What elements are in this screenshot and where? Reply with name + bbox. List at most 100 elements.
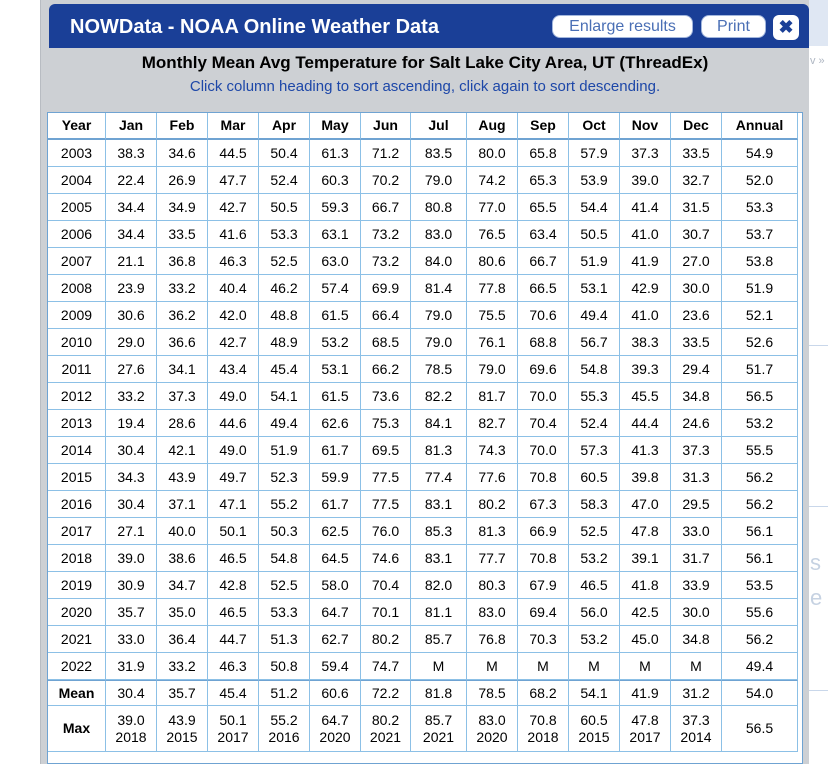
table-cell: 81.1 (411, 599, 467, 626)
table-cell: 76.5 (467, 221, 518, 248)
table-cell: 50.5 (259, 194, 310, 221)
max-cell: 64.7 2020 (310, 706, 361, 752)
table-cell: 33.5 (671, 140, 722, 167)
background-letter: s (810, 550, 821, 575)
table-cell: 34.3 (106, 464, 157, 491)
table-cell: 73.2 (361, 248, 411, 275)
sort-instructions: Click column heading to sort ascending, … (189, 78, 661, 95)
column-header-aug[interactable]: Aug (467, 113, 518, 140)
table-cell: 76.1 (467, 329, 518, 356)
max-value: 43.9 (168, 711, 196, 728)
table-cell: 74.3 (467, 437, 518, 464)
table-cell: 42.7 (208, 194, 259, 221)
print-button[interactable]: Print (701, 15, 766, 38)
table-cell: 43.9 (157, 464, 208, 491)
max-cell: 80.2 2021 (361, 706, 411, 752)
max-label: Max (48, 706, 106, 752)
table-cell: M (569, 653, 620, 680)
table-cell: 70.4 (518, 410, 569, 437)
table-cell: 40.4 (208, 275, 259, 302)
table-cell: 51.3 (259, 626, 310, 653)
table-cell: 60.5 (569, 464, 620, 491)
max-cell: 39.0 2018 (106, 706, 157, 752)
table-cell: 69.4 (518, 599, 569, 626)
table-cell: 34.6 (157, 140, 208, 167)
table-cell: 42.5 (620, 599, 671, 626)
table-cell: 63.0 (310, 248, 361, 275)
column-header-apr[interactable]: Apr (259, 113, 310, 140)
table-cell: 33.0 (106, 626, 157, 653)
table-cell: 35.7 (106, 599, 157, 626)
table-cell: 77.4 (411, 464, 467, 491)
column-header-jan[interactable]: Jan (106, 113, 157, 140)
table-cell: 45.0 (620, 626, 671, 653)
table-cell: 62.5 (310, 518, 361, 545)
row-year: 2008 (48, 275, 106, 302)
table-cell: 33.9 (671, 572, 722, 599)
table-cell: 51.9 (722, 275, 798, 302)
max-cell: 43.9 2015 (157, 706, 208, 752)
table-cell: 33.5 (671, 329, 722, 356)
column-header-mar[interactable]: Mar (208, 113, 259, 140)
table-cell: 55.6 (722, 599, 798, 626)
table-cell: 23.9 (106, 275, 157, 302)
column-header-jul[interactable]: Jul (411, 113, 467, 140)
mean-cell: 35.7 (157, 680, 208, 706)
table-cell: 70.6 (518, 302, 569, 329)
table-cell: 46.3 (208, 653, 259, 680)
table-cell: 57.4 (310, 275, 361, 302)
table-cell: 36.8 (157, 248, 208, 275)
table-cell: 51.9 (259, 437, 310, 464)
close-icon[interactable]: ✖ (773, 15, 799, 40)
row-year: 2013 (48, 410, 106, 437)
table-cell: 80.6 (467, 248, 518, 275)
table-cell: 27.1 (106, 518, 157, 545)
column-header-feb[interactable]: Feb (157, 113, 208, 140)
table-cell: 33.2 (157, 653, 208, 680)
table-cell: 53.8 (722, 248, 798, 275)
table-cell: 81.4 (411, 275, 467, 302)
table-cell: 30.6 (106, 302, 157, 329)
table-cell: 33.5 (157, 221, 208, 248)
dialog-title: NOWData - NOAA Online Weather Data (70, 16, 439, 38)
column-header-annual[interactable]: Annual (722, 113, 798, 140)
column-header-year[interactable]: Year (48, 113, 106, 140)
table-cell: 24.6 (671, 410, 722, 437)
table-cell: 67.3 (518, 491, 569, 518)
enlarge-results-button[interactable]: Enlarge results (552, 15, 693, 38)
row-year: 2021 (48, 626, 106, 653)
max-value: 37.3 (682, 711, 710, 728)
column-header-sep[interactable]: Sep (518, 113, 569, 140)
table-cell: 31.7 (671, 545, 722, 572)
table-cell: 82.7 (467, 410, 518, 437)
table-cell: 44.7 (208, 626, 259, 653)
table-cell: 66.5 (518, 275, 569, 302)
table-cell: 81.3 (467, 518, 518, 545)
table-cell: 32.7 (671, 167, 722, 194)
mean-cell: 54.0 (722, 680, 798, 706)
table-cell: 49.0 (208, 383, 259, 410)
table-cell: 83.1 (411, 545, 467, 572)
table-cell: 71.2 (361, 140, 411, 167)
table-cell: 38.6 (157, 545, 208, 572)
table-cell: 47.8 (620, 518, 671, 545)
mean-cell: 81.8 (411, 680, 467, 706)
table-cell: 34.8 (671, 383, 722, 410)
table-cell: 76.0 (361, 518, 411, 545)
table-cell: 80.3 (467, 572, 518, 599)
table-cell: 36.4 (157, 626, 208, 653)
column-header-may[interactable]: May (310, 113, 361, 140)
column-header-dec[interactable]: Dec (671, 113, 722, 140)
table-cell: 55.2 (259, 491, 310, 518)
row-year: 2003 (48, 140, 106, 167)
max-year: 2017 (629, 728, 661, 745)
column-header-nov[interactable]: Nov (620, 113, 671, 140)
column-header-oct[interactable]: Oct (569, 113, 620, 140)
table-cell: 29.0 (106, 329, 157, 356)
table-cell: 70.8 (518, 545, 569, 572)
table-cell: 37.3 (157, 383, 208, 410)
table-cell: 34.8 (671, 626, 722, 653)
column-header-jun[interactable]: Jun (361, 113, 411, 140)
dialog-titlebar: NOWData - NOAA Online Weather Data Enlar… (49, 4, 809, 48)
table-cell: 59.9 (310, 464, 361, 491)
